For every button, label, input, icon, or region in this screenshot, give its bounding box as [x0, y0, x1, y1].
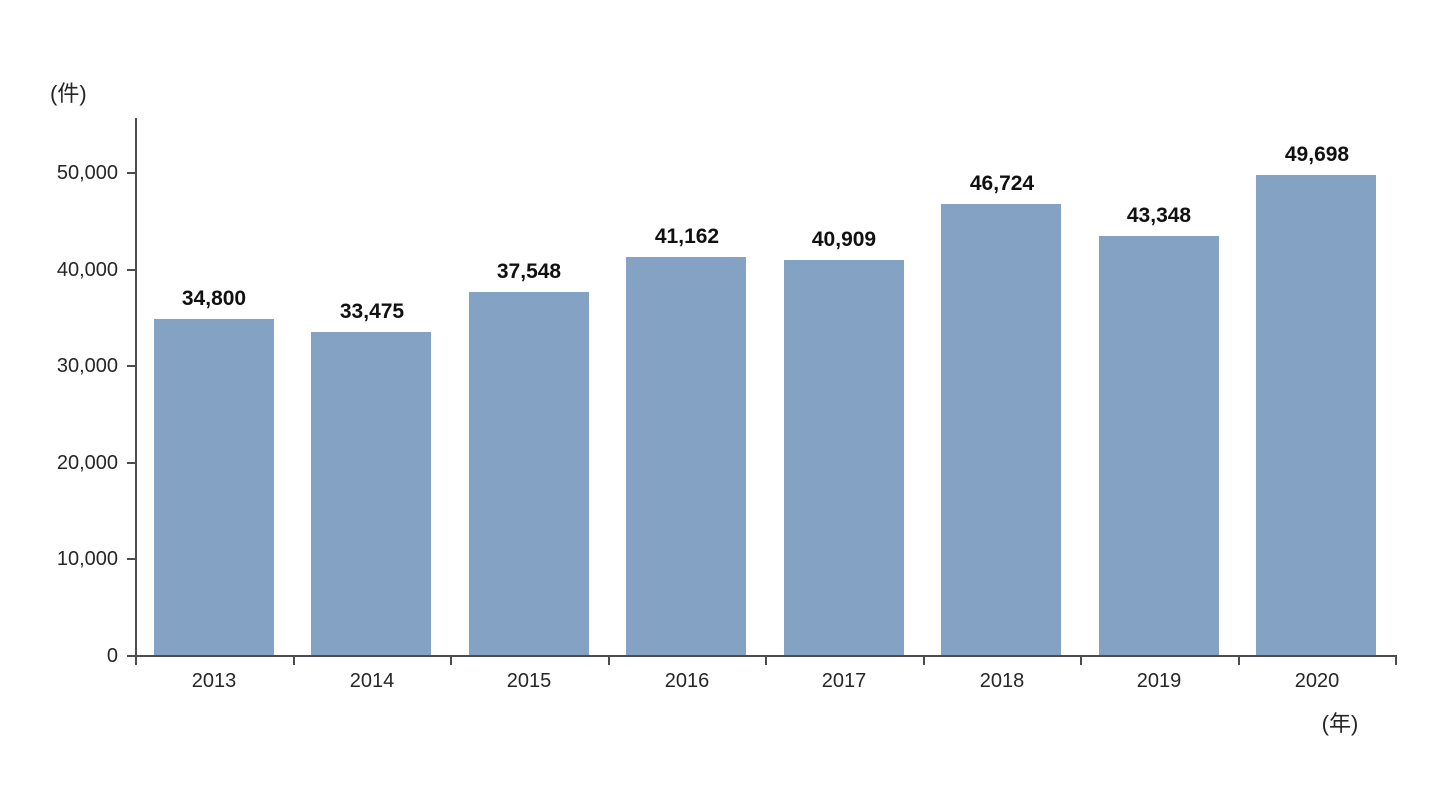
- x-tick-mark: [923, 657, 925, 665]
- bar: [626, 257, 746, 655]
- bar-value-label: 49,698: [1284, 143, 1350, 166]
- x-axis-line: [127, 655, 1397, 657]
- x-tick-label: 2014: [349, 670, 395, 692]
- bar: [154, 319, 274, 655]
- x-tick-label: 2015: [506, 670, 552, 692]
- x-tick-label: 2016: [664, 670, 710, 692]
- bar: [1256, 175, 1376, 655]
- x-axis-unit-label: (年): [1321, 711, 1359, 736]
- bar-value-label: 40,909: [811, 228, 877, 251]
- bar-value-label: 43,348: [1126, 204, 1192, 227]
- x-tick-mark: [1238, 657, 1240, 665]
- y-tick-label: 20,000: [56, 452, 118, 474]
- y-axis-unit-label: (件): [50, 81, 87, 106]
- bar-value-label: 41,162: [654, 225, 720, 248]
- y-tick-mark: [127, 365, 135, 367]
- x-tick-label: 2020: [1294, 670, 1340, 692]
- y-tick-mark: [127, 172, 135, 174]
- bar-value-label: 46,724: [969, 172, 1035, 195]
- x-tick-mark: [765, 657, 767, 665]
- bar: [1099, 236, 1219, 655]
- y-tick-label: 50,000: [56, 162, 118, 184]
- y-tick-label: 40,000: [56, 259, 118, 281]
- y-tick-mark: [127, 558, 135, 560]
- x-tick-label: 2013: [191, 670, 237, 692]
- y-tick-label: 10,000: [56, 548, 118, 570]
- x-tick-mark: [1080, 657, 1082, 665]
- y-tick-mark: [127, 269, 135, 271]
- bar-value-label: 34,800: [181, 287, 247, 310]
- x-tick-label: 2018: [979, 670, 1025, 692]
- y-tick-label: 0: [106, 645, 118, 667]
- x-tick-mark: [450, 657, 452, 665]
- x-tick-mark: [608, 657, 610, 665]
- y-tick-mark: [127, 462, 135, 464]
- bar: [311, 332, 431, 655]
- bar: [941, 204, 1061, 655]
- bar: [469, 292, 589, 655]
- y-tick-label: 30,000: [56, 355, 118, 377]
- bar-value-label: 33,475: [339, 300, 405, 323]
- y-axis-line: [135, 118, 137, 665]
- bar: [784, 260, 904, 655]
- x-tick-label: 2019: [1136, 670, 1182, 692]
- x-tick-mark: [1395, 657, 1397, 665]
- bar-value-label: 37,548: [496, 260, 562, 283]
- x-tick-label: 2017: [821, 670, 867, 692]
- y-tick-mark: [127, 655, 135, 657]
- x-tick-mark: [293, 657, 295, 665]
